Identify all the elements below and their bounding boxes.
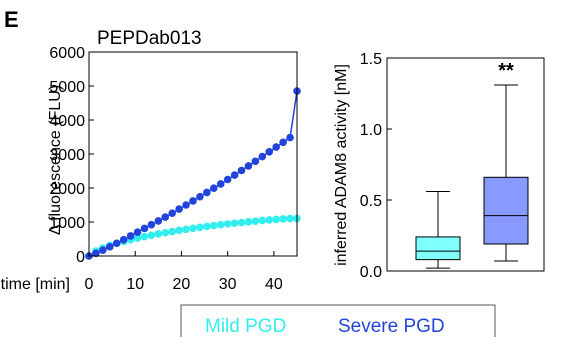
data-point — [147, 220, 156, 229]
data-point — [147, 231, 156, 240]
data-point — [279, 215, 287, 223]
data-point — [244, 218, 253, 226]
data-point — [258, 152, 267, 161]
series-line — [88, 217, 298, 257]
data-point — [154, 217, 163, 225]
line-chart: PEPDab013 0 1000 2000 3000 4000 5000 6000 0 10 2… — [1, 28, 301, 293]
line-chart-y-label: Δ fluorescence (FLU) — [47, 85, 64, 235]
data-point — [99, 246, 107, 255]
x-tick-label: 10 — [126, 276, 144, 293]
y-tick-label: 1.0 — [360, 122, 382, 139]
line-chart-x-axis: 0 10 20 30 40 — [85, 251, 283, 293]
data-point — [119, 235, 128, 244]
data-point — [203, 188, 211, 197]
data-point — [210, 184, 218, 192]
box-mild-pgd — [415, 190, 461, 269]
x-tick-label: 0 — [85, 276, 94, 293]
data-point — [140, 224, 149, 233]
box-chart-boxes: ** — [415, 60, 529, 269]
series-mild-pgd — [85, 214, 301, 260]
y-tick-label: 4000 — [49, 113, 85, 130]
data-point — [223, 175, 232, 184]
iqr-box — [415, 236, 461, 261]
line-chart-series — [85, 87, 301, 260]
series-severe-pgd — [85, 87, 301, 260]
box-chart-frame — [386, 57, 545, 272]
data-point — [230, 219, 239, 227]
data-point — [133, 234, 142, 242]
data-point — [216, 180, 225, 188]
data-point — [126, 232, 135, 240]
data-point — [196, 223, 204, 232]
data-point — [182, 225, 190, 234]
line-chart-title: PEPDab013 — [97, 28, 202, 49]
y-tick-label: 0.5 — [360, 193, 382, 210]
data-point — [161, 213, 170, 221]
y-tick-label: 1000 — [49, 215, 85, 232]
data-point — [223, 220, 232, 228]
data-point — [258, 216, 267, 225]
legend-item-severe-pgd: Severe PGD — [338, 316, 445, 337]
data-point — [168, 227, 176, 236]
y-tick-label: 6000 — [49, 45, 85, 62]
data-point — [189, 224, 197, 233]
data-point — [237, 166, 246, 175]
data-point — [182, 201, 190, 209]
data-point — [203, 222, 211, 231]
y-tick-label: 2000 — [49, 181, 85, 198]
data-point — [216, 220, 225, 229]
data-point — [168, 209, 176, 217]
line-chart-x-label: time [min] — [1, 276, 70, 293]
data-point — [251, 217, 260, 225]
box-chart-y-label: inferred ADAM8 activity [nM] — [333, 64, 350, 266]
panel-letter: E — [4, 7, 19, 32]
x-tick-label: 40 — [265, 276, 283, 293]
data-point — [175, 205, 183, 213]
data-point — [237, 218, 246, 227]
data-point — [175, 226, 183, 235]
legend: Mild PGD Severe PGD — [180, 304, 496, 337]
data-point — [133, 228, 142, 236]
y-tick-label: 5000 — [49, 79, 85, 96]
y-tick-label: 0.0 — [360, 264, 382, 281]
y-tick-label: 0 — [76, 249, 85, 266]
data-point — [251, 157, 260, 166]
x-tick-label: 30 — [219, 276, 237, 293]
iqr-box — [483, 176, 529, 245]
data-point — [92, 249, 100, 258]
significance-marker: ** — [498, 60, 514, 82]
data-point — [272, 215, 281, 224]
y-tick-label: 3000 — [49, 147, 85, 164]
data-point — [279, 138, 287, 147]
data-point — [154, 230, 163, 238]
data-point — [230, 171, 239, 179]
data-point — [244, 162, 253, 170]
data-point — [106, 243, 114, 251]
box-severe-pgd — [483, 84, 529, 262]
legend-item-mild-pgd: Mild PGD — [205, 316, 286, 337]
x-tick-label: 20 — [173, 276, 191, 293]
data-point — [265, 216, 274, 224]
data-point — [196, 192, 204, 201]
data-point — [161, 228, 170, 237]
legend-box — [180, 304, 496, 337]
data-point — [265, 147, 274, 156]
data-point — [189, 197, 197, 205]
data-point — [286, 133, 294, 142]
data-point — [112, 239, 121, 248]
data-point — [210, 221, 218, 230]
line-chart-frame — [88, 51, 298, 257]
data-point — [286, 214, 294, 223]
line-chart-y-axis: 0 1000 2000 3000 4000 5000 6000 — [49, 45, 94, 266]
box-chart: 0.0 0.5 1.0 1.5 ** inferred ADAM8 activity … — [333, 51, 545, 281]
y-tick-label: 1.5 — [360, 51, 382, 68]
data-point — [140, 232, 149, 241]
data-point — [272, 143, 281, 151]
box-chart-y-axis: 0.0 0.5 1.0 1.5 — [360, 51, 392, 281]
